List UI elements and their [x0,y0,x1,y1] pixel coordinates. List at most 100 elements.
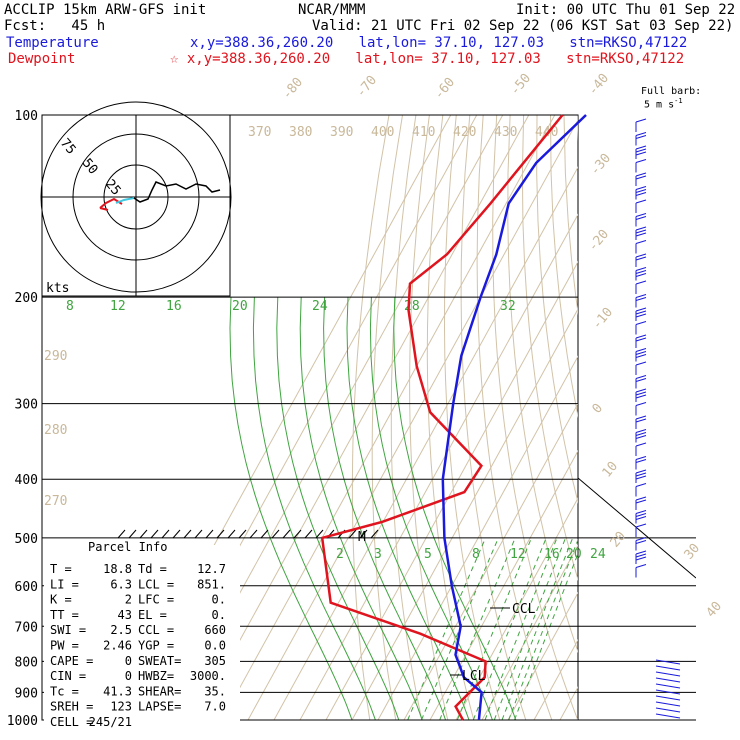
wind-barb-flag [635,213,647,217]
parcel-info-cell: 0. [212,593,226,607]
parcel-info-cell: 660 [204,623,226,637]
wind-barb-low [655,683,681,689]
isotherm [351,308,578,720]
wind-barb-flag [635,556,647,561]
mixing-ratio-label-lower: 24 [590,547,606,562]
parcel-info-cell: SWI = [50,623,86,637]
hatch-mark [359,529,368,539]
wind-barb-flag [635,337,647,342]
wind-barb-flag [635,186,647,190]
isotherm [455,497,578,720]
parcel-info-cell: Tc = [50,684,79,698]
wind-barb-flag [635,313,647,318]
isotherm-label: -40 [586,71,613,99]
theta-label: 380 [289,125,312,140]
wind-barb-flag [635,280,647,285]
theta-label: 430 [494,125,517,140]
parcel-info-cell: 43 [118,608,132,622]
dry-adiabat [371,115,403,720]
parcel-info-cell: CCL = [138,623,174,637]
wind-barb-flag [635,432,647,436]
dry-adiabat [576,115,578,142]
wind-barb-flag [635,216,647,220]
wind-barb-flag [635,483,647,487]
isotherm-label: 0 [590,401,607,417]
wind-barb-low [655,659,681,665]
wind-barb-low [655,665,681,671]
parcel-info-cell: SHEAR= [138,684,181,698]
wind-barb-flag [635,321,647,325]
parcel-info-cell: Td = [138,562,167,576]
wind-barb-flag [635,516,647,520]
hatch-mark [249,529,258,539]
wind-barb-flag [635,553,647,558]
mixing-ratio-label-lower: 5 [424,547,432,562]
hodograph: 75 50 25 kts [40,101,232,297]
parcel-info-cell: T = [50,562,72,576]
wind-barb-flag [635,232,647,237]
isotherm-lines [117,115,578,720]
hatch-mark [128,529,137,539]
wind-barb-flag [635,523,647,528]
wind-barb-flag [635,118,647,123]
wind-barb-flag [635,361,647,366]
isotherm-label: 10 [600,459,622,481]
dry-adiabat [409,115,449,720]
isotherm [377,355,578,720]
wind-barb-low [655,701,681,707]
hodograph-trace-sfc [99,207,109,211]
wind-barb-flag [635,229,647,234]
center-label: NCAR/MMM [298,2,366,18]
hatch-mark [117,529,126,539]
hodograph-trace-mid [115,197,135,204]
dry-adiabat [443,115,501,720]
theta-side-label: 290 [44,349,67,364]
dry-adiabat [685,115,740,720]
theta-label: 390 [330,125,353,140]
dewpoint-trace [320,114,564,721]
parcel-info-background [44,545,240,721]
isotherm-label: -70 [354,73,381,101]
hatch-mark [205,529,214,539]
mixing-ratio-label: 24 [312,299,328,314]
dry-adiabat [476,115,553,720]
theta-label: 400 [371,125,394,140]
parcel-info-cell: CIN = [50,669,86,683]
theta-side-label: 280 [44,423,67,438]
mixing-ratio-label-lower: 3 [374,547,382,562]
mixing-ratio-label: 32 [500,299,516,314]
wind-barb-flag [635,469,647,474]
wind-barb-flag [635,334,647,339]
wind-barb-flag [635,375,647,379]
parcel-info-cell: PW = [50,639,79,653]
wind-barb-flag [635,348,647,352]
mixing-ratio-label: 16 [166,299,182,314]
hatch-mark [139,529,148,539]
temperature-legend: Temperature [6,35,99,51]
wind-barb-flag [635,442,647,447]
temperature-location: x,y=388.36,260.20 lat,lon= 37.10, 127.03… [190,35,688,51]
parcel-info-cell: EL = [138,608,167,622]
hodograph-unit: kts [46,281,69,296]
wind-barb-flag [635,267,647,271]
parcel-info-cell: SWEAT= [138,654,181,668]
wind-barb-flag [635,496,647,501]
barb-legend-line1: Full barb: [641,86,702,97]
hatch-mark [194,529,203,539]
pressure-label-500: 500 [15,532,38,547]
mixing-ratio-line [472,537,547,720]
wind-barb-flag [635,240,647,244]
mixing-ratio-line [456,537,532,720]
barb-legend-exponent: -1 [674,97,683,105]
wind-barb-flag [635,351,647,355]
wind-barb-flag [635,256,647,261]
wind-barb-flag [635,388,647,393]
wind-barb-flag [635,192,647,196]
parcel-info-cell: 41.3 [103,684,132,698]
pressure-label-400: 400 [15,473,38,488]
lcl-marker: LCL [462,669,486,684]
wind-barb-low [655,689,681,695]
isotherm [247,118,578,720]
wind-barb-flag [635,148,647,153]
